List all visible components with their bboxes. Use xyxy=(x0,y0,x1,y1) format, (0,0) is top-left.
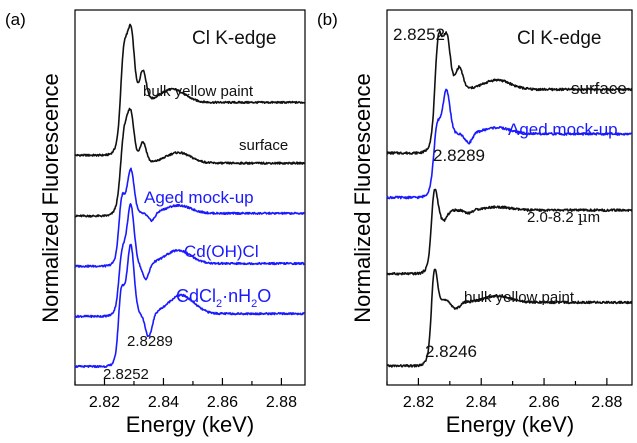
panel-b-xlabel: Energy (keV) xyxy=(446,412,574,437)
panel-b-title: Cl K-edge xyxy=(517,28,602,49)
panel-b-series-line-2 xyxy=(386,188,633,276)
panel-a-x-tick-label-3: 2.88 xyxy=(266,394,297,411)
panel-b-series-line-0 xyxy=(386,30,633,155)
panel-b-x-tick-label-0: 2.82 xyxy=(403,394,434,411)
panel-b-x-tick-label-2: 2.86 xyxy=(528,394,559,411)
panel-a-x-tick-label-0: 2.82 xyxy=(89,394,120,411)
panel-a-series xyxy=(74,23,306,369)
panel-a-annotation-2.8289: 2.8289 xyxy=(127,333,173,350)
panel-a-series-label-bulk: bulk yellow paint xyxy=(143,83,254,100)
panel-a-series-line-1 xyxy=(74,107,306,218)
panel-b-label: (b) xyxy=(317,10,338,29)
panel-a-ticks: 2.82 2.84 2.86 2.88 xyxy=(74,378,297,411)
panel-b-plot: 2.82 2.84 2.86 2.88 xyxy=(386,9,633,411)
panel-b-ylabel: Normalized Fluorescence xyxy=(350,73,375,322)
panel-b-series-label-bulk: bulk yellow paint xyxy=(464,289,575,306)
panel-a-series-line-4 xyxy=(74,243,306,369)
panel-b-x-tick-label-1: 2.84 xyxy=(466,394,497,411)
panel-a-series-label-cdohcl: Cd(OH)Cl xyxy=(184,242,259,261)
panel-b-series-line-3 xyxy=(386,268,633,368)
panel-a-series-line-3 xyxy=(74,203,306,319)
panel-a-series-label-surface: surface xyxy=(239,137,288,154)
panel-b-series-label-surface: surface xyxy=(571,79,627,98)
panel-a-ylabel: Normalized Fluorescence xyxy=(38,73,63,322)
panel-a-label: (a) xyxy=(5,10,26,29)
panel-a-plot: 2.82 2.84 2.86 2.88 xyxy=(74,9,306,411)
panel-a-series-label-aged: Aged mock-up xyxy=(144,188,254,207)
panel-b-annotation-2.8252: 2.8252 xyxy=(393,25,445,44)
panel-a-title: Cl K-edge xyxy=(192,28,277,49)
panel-a-series-line-0 xyxy=(74,23,306,157)
panel-a-annotation-2.8252: 2.8252 xyxy=(103,366,149,383)
panel-b-ticks: 2.82 2.84 2.86 2.88 xyxy=(386,378,623,411)
panel-a-xlabel: Energy (keV) xyxy=(126,412,254,437)
panel-b-annotation-2.8246: 2.8246 xyxy=(425,342,477,361)
panel-b-series-label-range: 2.0-8.2 µm xyxy=(527,208,600,226)
panel-a-frame xyxy=(74,9,306,386)
panel-b-x-tick-label-3: 2.88 xyxy=(591,394,622,411)
panel-a-series-line-2 xyxy=(74,167,306,268)
panel-a-series-label-cdcl2: CdCl2·nH2O xyxy=(176,286,271,310)
panel-a-x-tick-label-1: 2.84 xyxy=(148,394,179,411)
panel-b-series xyxy=(386,30,633,368)
panel-b-series-label-aged: Aged mock-up xyxy=(508,120,618,139)
panel-b-annotation-2.8289: 2.8289 xyxy=(433,146,485,165)
panel-a-x-tick-label-2: 2.86 xyxy=(207,394,238,411)
panel-b-series-line-1 xyxy=(386,88,633,200)
panel-b-frame xyxy=(386,9,633,386)
